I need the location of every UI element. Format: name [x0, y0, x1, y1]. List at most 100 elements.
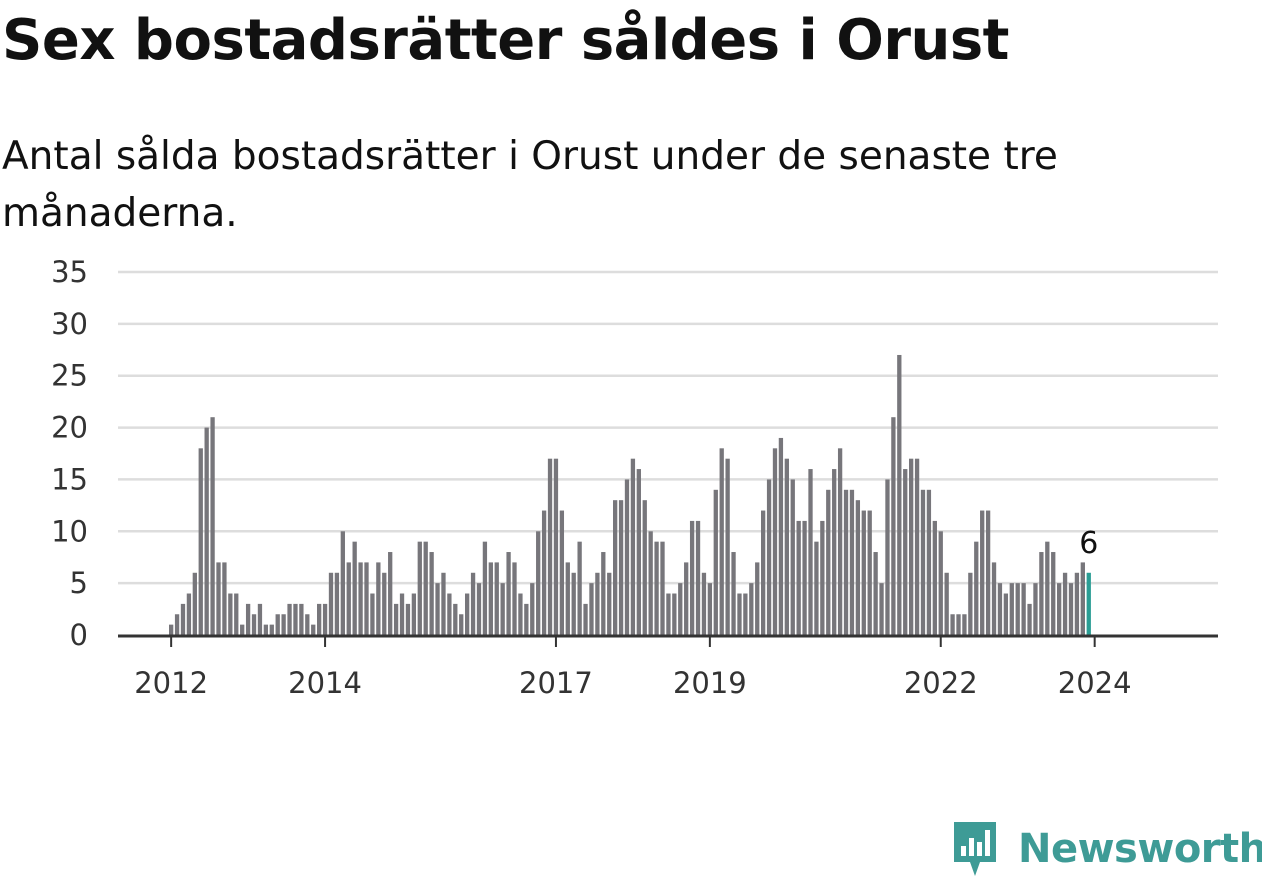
bar [832, 469, 837, 635]
bar-highlighted [1086, 572, 1091, 635]
bar [1015, 583, 1020, 635]
bar [423, 541, 428, 635]
bar [885, 479, 890, 635]
bar [695, 520, 701, 635]
bar [174, 614, 180, 635]
bar [796, 520, 801, 635]
bar [393, 603, 399, 635]
bar [914, 458, 920, 635]
bar [429, 552, 434, 635]
bar [234, 593, 239, 635]
bar [571, 572, 576, 635]
bar [1009, 583, 1014, 635]
bar [1062, 572, 1068, 635]
bar [713, 489, 718, 635]
y-tick-label: 25 [51, 359, 88, 393]
bar [334, 572, 340, 635]
axes [118, 634, 1218, 647]
bar [962, 614, 967, 635]
bar [488, 562, 493, 635]
bar [666, 593, 671, 635]
bar [689, 520, 695, 635]
bar [607, 572, 612, 635]
bar [968, 572, 973, 635]
bar [938, 531, 943, 635]
bar [1003, 593, 1009, 635]
bar [559, 510, 565, 635]
bar [778, 437, 784, 635]
x-tick-label: 2022 [904, 666, 978, 700]
bar [589, 583, 594, 635]
bar [518, 593, 523, 635]
y-tick-label: 30 [51, 307, 88, 341]
bar [577, 541, 582, 635]
bar [737, 593, 742, 635]
bars [169, 354, 1091, 635]
x-tick-label: 2024 [1058, 666, 1132, 700]
bar [364, 562, 369, 635]
bar [322, 603, 328, 635]
newsworthy-logo: Newsworthy [950, 818, 1262, 880]
bar [701, 572, 707, 635]
bar [648, 531, 653, 635]
bar [772, 448, 778, 635]
y-tick-label: 5 [70, 566, 88, 600]
bar [855, 500, 861, 635]
bar [216, 562, 221, 635]
bar [299, 603, 304, 635]
bar [1045, 541, 1050, 635]
bar [613, 500, 618, 635]
bar [636, 469, 641, 635]
bar [541, 510, 547, 635]
logo-text: Newsworthy [1018, 826, 1262, 872]
bar [820, 520, 825, 635]
bar [352, 541, 357, 635]
bar [660, 541, 665, 635]
bar [222, 562, 227, 635]
bar [281, 614, 286, 635]
bar [743, 593, 748, 635]
bar [624, 479, 630, 635]
bar [186, 593, 192, 635]
bar [547, 458, 553, 635]
bar [328, 572, 334, 635]
bar [376, 562, 381, 635]
bar [169, 624, 174, 635]
bar [257, 603, 263, 635]
bar [399, 593, 405, 635]
bar [755, 562, 760, 635]
bar [601, 552, 606, 635]
bar [991, 562, 997, 635]
bar [903, 469, 908, 635]
bar [358, 562, 363, 635]
chart-subtitle: Antal sålda bostadsrätter i Orust under … [2, 134, 1058, 236]
bar [707, 583, 713, 635]
bar [719, 448, 724, 635]
bar [565, 562, 570, 635]
bar [382, 572, 387, 635]
bar [1074, 572, 1080, 635]
bar [595, 572, 600, 635]
bar [950, 614, 955, 635]
bar [891, 417, 896, 635]
bar [630, 458, 636, 635]
bar [305, 614, 310, 635]
bar [909, 458, 914, 635]
bar [583, 603, 588, 635]
y-tick-label: 10 [51, 514, 88, 548]
bar [642, 500, 647, 635]
bar [897, 354, 902, 635]
bar [293, 603, 298, 635]
bar [269, 624, 274, 635]
newsworthy-bar-chart-icon [954, 822, 996, 876]
bar [245, 603, 251, 635]
bar [790, 479, 795, 635]
bar [843, 489, 849, 635]
bar [459, 614, 464, 635]
bar [240, 624, 245, 635]
bar [263, 624, 269, 635]
bar [500, 583, 505, 635]
bar [974, 541, 979, 635]
bar [411, 593, 417, 635]
bar [684, 562, 689, 635]
